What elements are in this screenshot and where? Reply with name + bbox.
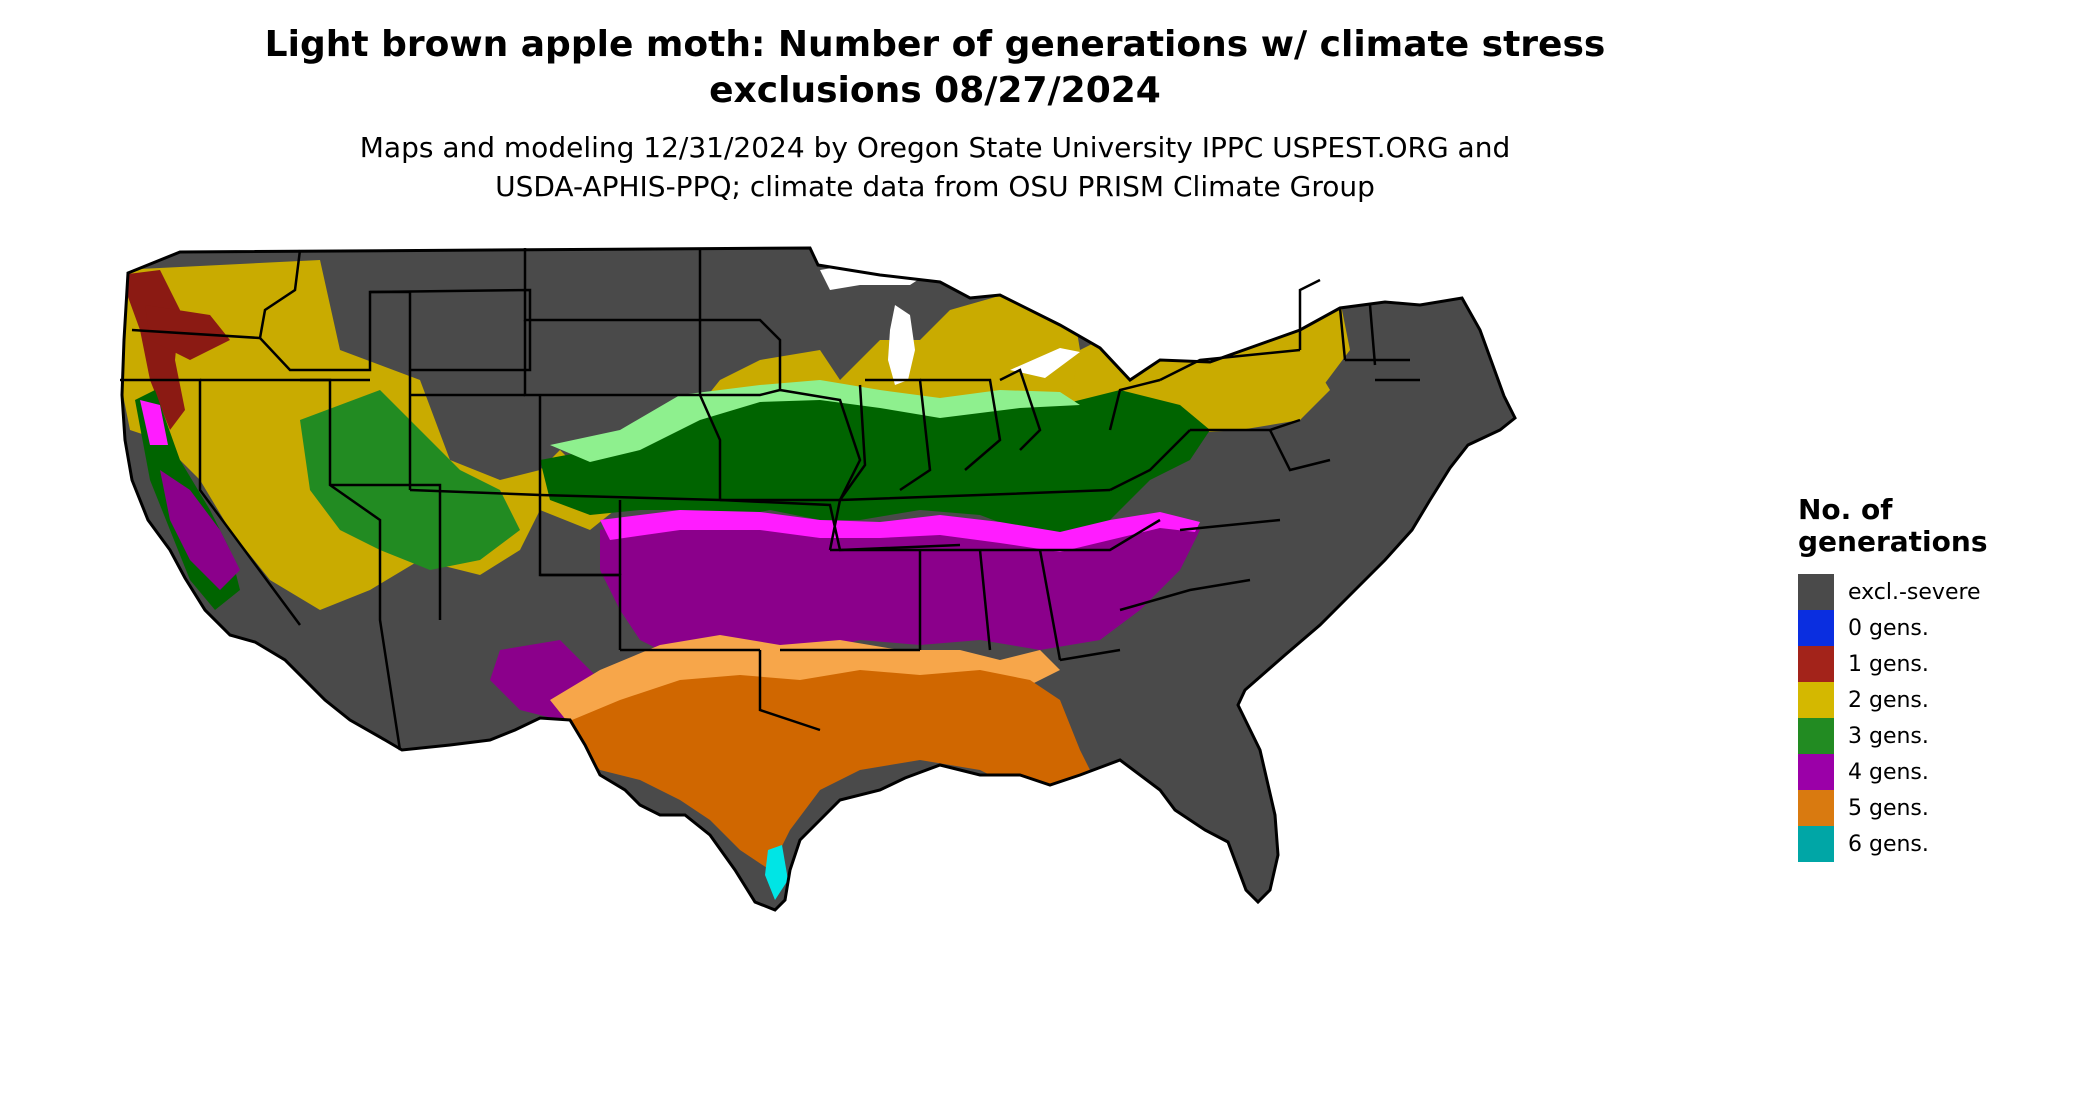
legend-swatch <box>1798 610 1834 646</box>
map-subtitle-line2: USDA-APHIS-PPQ; climate data from OSU PR… <box>495 170 1375 203</box>
legend-item: 5 gens. <box>1798 790 2088 826</box>
legend-swatch <box>1798 646 1834 682</box>
legend-swatch <box>1798 754 1834 790</box>
legend-label: 0 gens. <box>1848 615 1929 641</box>
legend-label: 5 gens. <box>1848 795 1929 821</box>
legend-label: excl.-severe <box>1848 579 1981 605</box>
zone-four-gen-light-fringe <box>600 510 1200 552</box>
legend-label: 3 gens. <box>1848 723 1929 749</box>
zone-six-gen-texas <box>765 845 788 900</box>
lake-erie <box>1010 348 1080 378</box>
lake-michigan <box>888 305 915 385</box>
legend-label: 4 gens. <box>1848 759 1929 785</box>
zone-four-gen-light-california <box>140 400 168 445</box>
zone-four-gen-california <box>160 470 240 590</box>
legend-swatch <box>1798 718 1834 754</box>
map-title-line1: Light brown apple moth: Number of genera… <box>264 24 1606 65</box>
legend-swatch <box>1798 790 1834 826</box>
zone-six-gen-florida <box>1060 825 1110 895</box>
map-title: Light brown apple moth: Number of genera… <box>150 22 1720 114</box>
legend-swatch <box>1798 826 1834 862</box>
zone-three-gen-light <box>550 380 1080 462</box>
legend-item: 4 gens. <box>1798 754 2088 790</box>
legend-swatch <box>1798 574 1834 610</box>
map-legend: No. of generations excl.-severe 0 gens. 1 … <box>1798 494 2088 862</box>
us-generations-map <box>120 246 1517 912</box>
legend-item: 1 gens. <box>1798 646 2088 682</box>
generation-zones <box>122 260 1350 900</box>
legend-item: 0 gens. <box>1798 610 2088 646</box>
zone-five-gen-gulf <box>560 670 1110 890</box>
legend-item: 2 gens. <box>1798 682 2088 718</box>
legend-label: 1 gens. <box>1848 651 1929 677</box>
state-borders <box>120 246 1517 912</box>
map-subtitle-line1: Maps and modeling 12/31/2024 by Oregon S… <box>359 131 1511 164</box>
legend-label: 2 gens. <box>1848 687 1929 713</box>
map-subtitle: Maps and modeling 12/31/2024 by Oregon S… <box>150 128 1720 206</box>
legend-title-line2: generations <box>1798 525 1988 558</box>
legend-title-line1: No. of <box>1798 493 1893 526</box>
legend-label: 6 gens. <box>1848 831 1929 857</box>
legend-swatch <box>1798 682 1834 718</box>
legend-item: 3 gens. <box>1798 718 2088 754</box>
legend-items: excl.-severe 0 gens. 1 gens. 2 gens. 3 gens.… <box>1798 574 2088 862</box>
legend-item: 6 gens. <box>1798 826 2088 862</box>
legend-title: No. of generations <box>1798 494 2088 558</box>
map-title-line2: exclusions 08/27/2024 <box>709 70 1161 111</box>
legend-item: excl.-severe <box>1798 574 2088 610</box>
